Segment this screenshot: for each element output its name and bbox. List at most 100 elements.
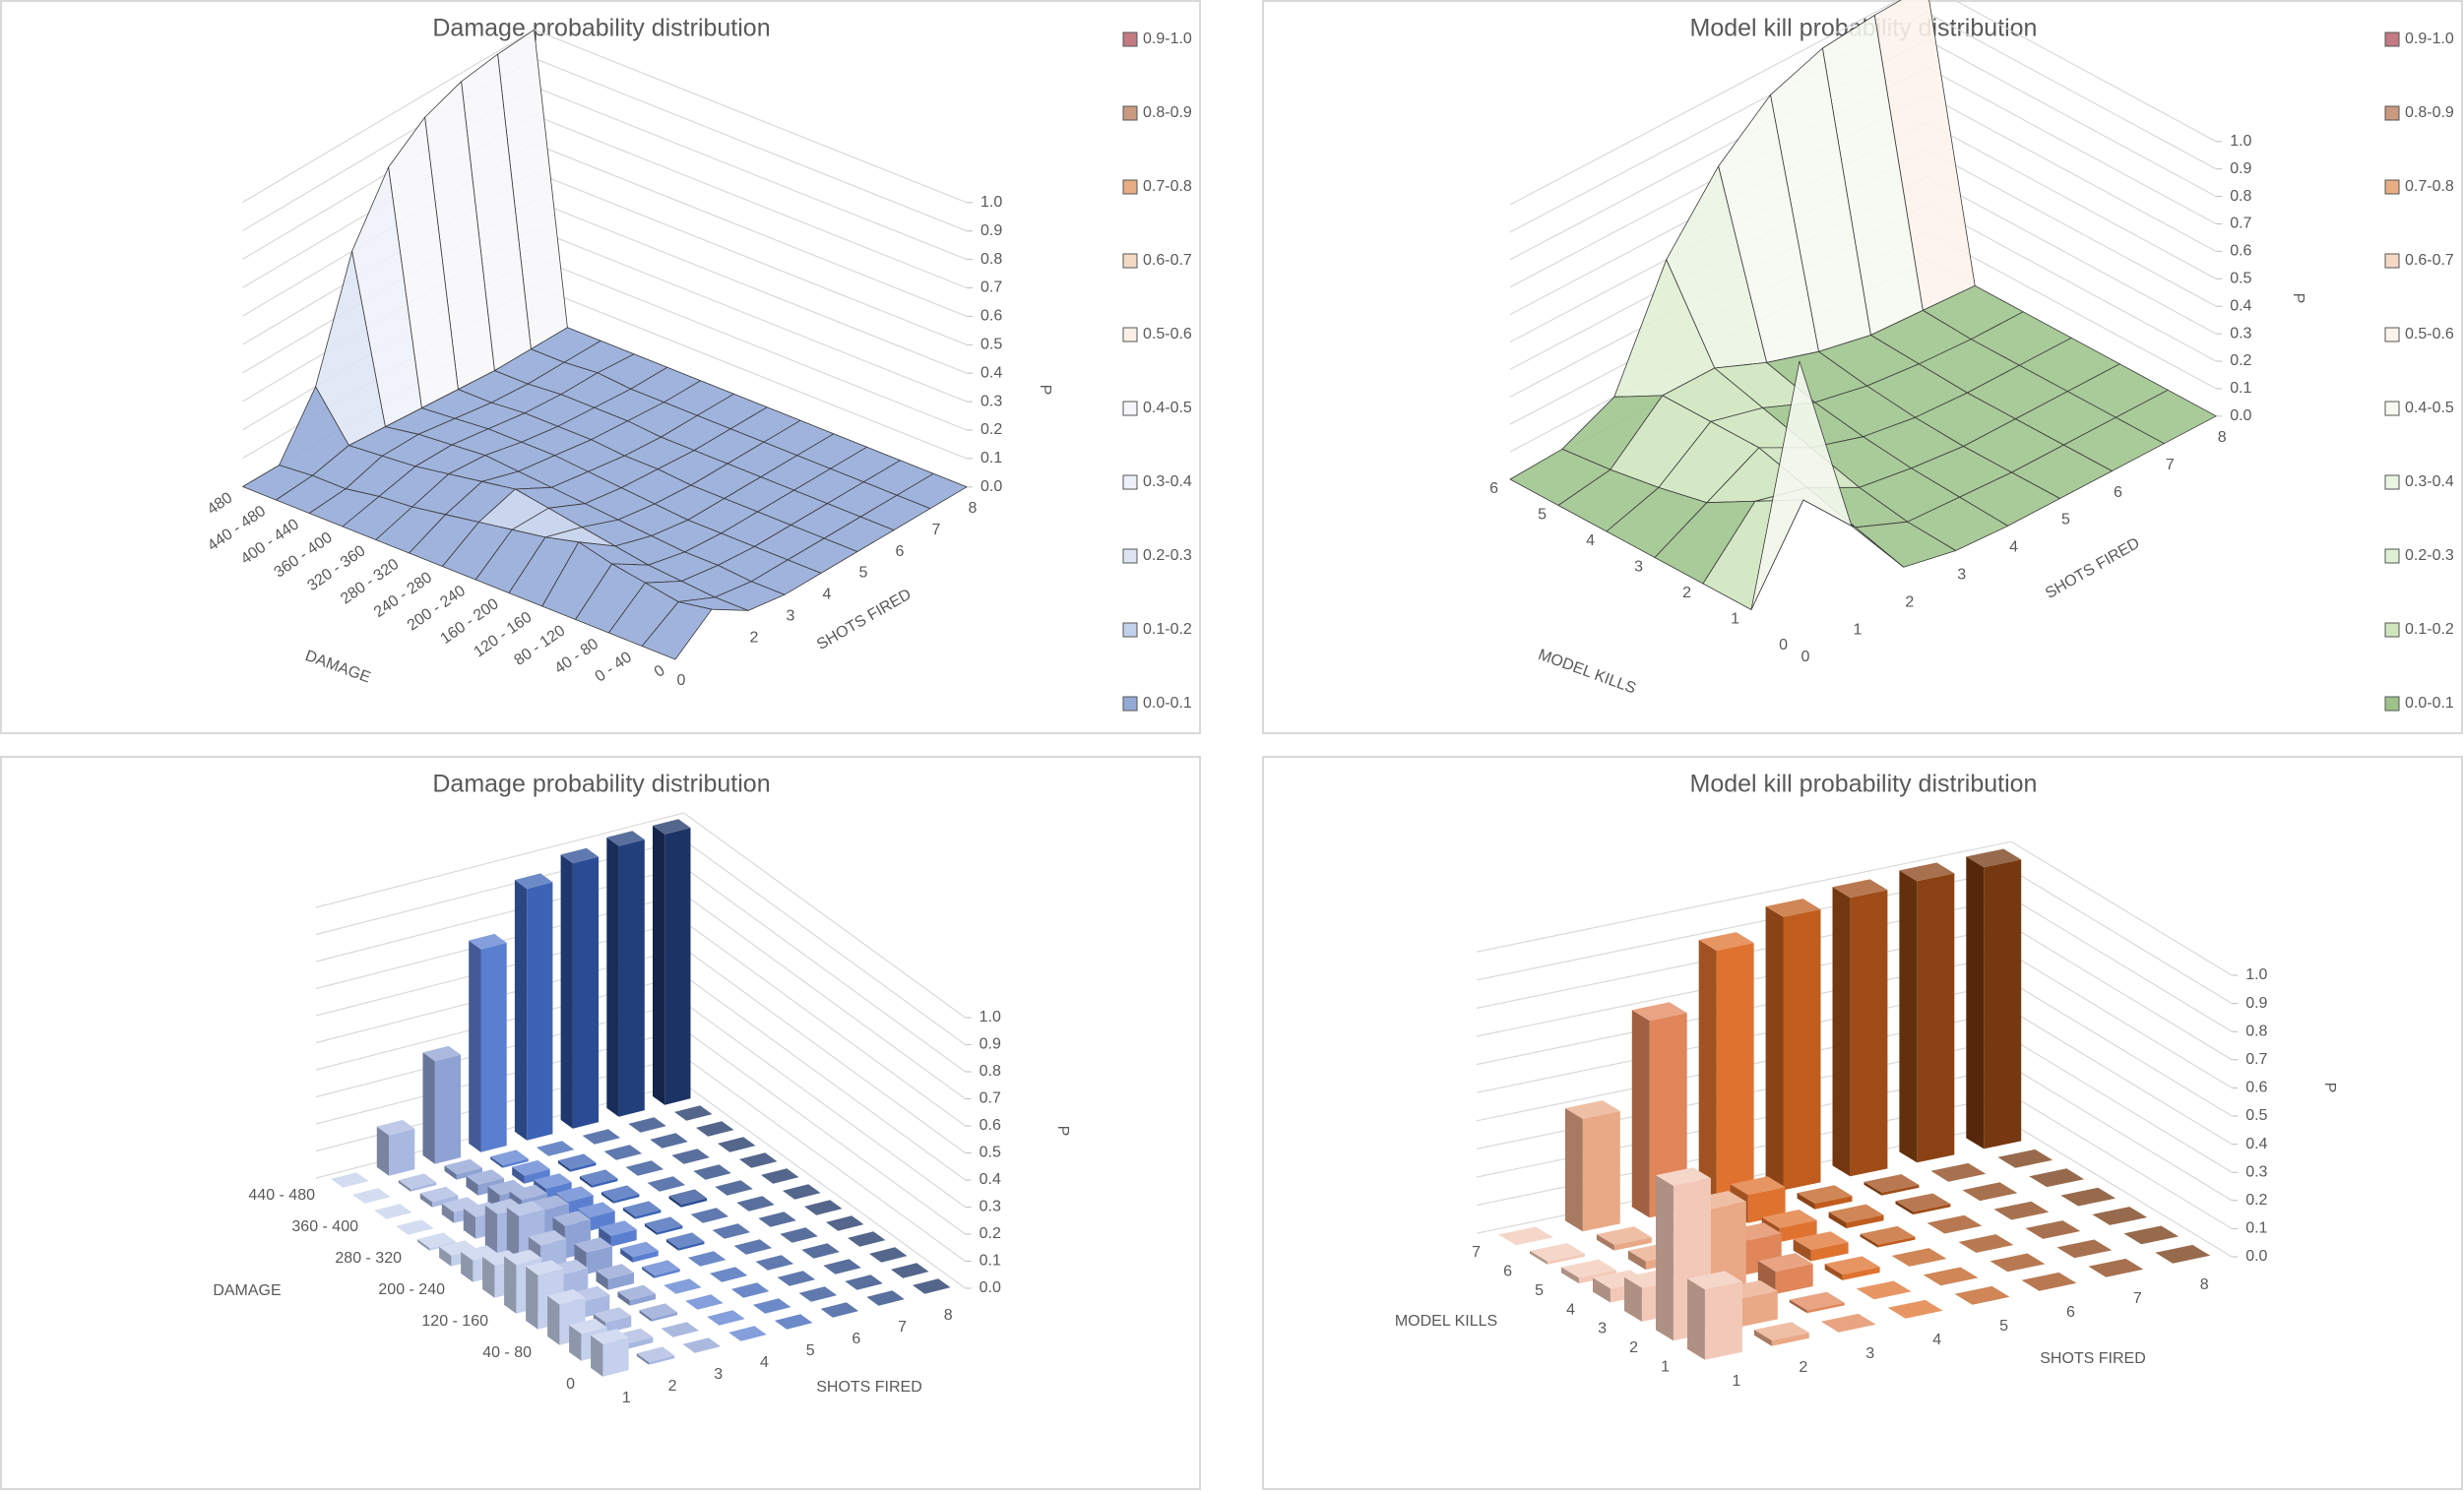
z-tick-label: 0.1 — [2245, 1220, 2267, 1237]
bar — [398, 1173, 437, 1192]
depth-tick-label: 0 — [1779, 637, 1788, 653]
bar — [685, 1294, 724, 1310]
bar-front — [502, 1158, 529, 1168]
bar-top — [374, 1204, 412, 1219]
bar-side — [419, 1193, 433, 1208]
z-tick-label: 0.9 — [2230, 160, 2251, 177]
chart-panel: Model kill probability distribution0.00.… — [1262, 0, 2463, 734]
x-tick-label: 1 — [1732, 1373, 1740, 1390]
bar-side — [606, 837, 619, 1117]
bar-side — [642, 1267, 655, 1278]
bar — [668, 1189, 708, 1208]
z-tick-label: 0.8 — [980, 251, 1002, 268]
z-tick-label: 0.0 — [2230, 407, 2251, 424]
bar — [752, 1298, 791, 1314]
bar-front — [1850, 890, 1888, 1177]
bar — [715, 1180, 753, 1196]
legend-label: 0.2-0.3 — [1143, 547, 1192, 564]
legend-label: 0.0-0.1 — [2405, 695, 2454, 712]
bar-side — [441, 1203, 455, 1223]
bar-top — [1761, 1210, 1817, 1228]
grid-line — [1476, 840, 2233, 976]
chart-panel: Damage probability distribution 0.0 0.1 0.2… — [0, 0, 1201, 734]
depth-tick-label: 280 - 320 — [335, 1250, 402, 1267]
bar-top — [845, 1274, 883, 1290]
z-tick-label: 0.4 — [980, 364, 1002, 381]
depth-tick-label: 440 - 480 — [248, 1187, 315, 1204]
bar-side — [599, 1226, 611, 1247]
legend-label: 0.1-0.2 — [1143, 621, 1192, 638]
bar-side — [1789, 1299, 1807, 1314]
depth-tick-label: 5 — [1535, 1282, 1544, 1299]
bar-top — [528, 1229, 567, 1246]
bar-top — [396, 1219, 434, 1235]
bar-side — [620, 1248, 633, 1263]
bar — [653, 819, 691, 1105]
bar — [693, 1164, 731, 1180]
bar-side — [1753, 1330, 1772, 1346]
bar-front — [572, 856, 600, 1129]
bar — [591, 1329, 629, 1377]
x-tick-label: 3 — [1865, 1345, 1874, 1362]
x-axis-title: SHOTS FIRED — [2040, 1350, 2146, 1367]
bar — [690, 1208, 729, 1223]
bar-top — [823, 1259, 861, 1274]
legend-label: 0.6-0.7 — [1143, 252, 1192, 269]
bar — [625, 1160, 664, 1176]
legend-swatch — [2384, 179, 2400, 195]
legend-swatch — [1122, 548, 1138, 564]
z-tick-label: 0.6 — [2230, 243, 2251, 260]
bar — [603, 1145, 643, 1160]
z-tick-label: 0.7 — [980, 280, 1002, 296]
legend-swatch — [2384, 327, 2400, 342]
bar — [600, 1185, 640, 1204]
bar — [1887, 1299, 1943, 1319]
z-axis-title: P — [1037, 385, 1053, 396]
bar — [1753, 1322, 1809, 1346]
bar-side — [1899, 870, 1918, 1163]
legend-label: 0.0-0.1 — [1143, 695, 1192, 712]
bar-side — [439, 1246, 452, 1267]
bar — [866, 1290, 905, 1306]
bar-top — [2155, 1244, 2211, 1264]
x-tick-label: 4 — [823, 587, 832, 603]
bar — [758, 1212, 796, 1227]
bar-front — [1877, 1236, 1916, 1248]
z-tick-label: 0.6 — [980, 308, 1002, 325]
x-tick-label: 1 — [622, 1390, 631, 1406]
bar — [606, 831, 645, 1117]
bar-front — [1842, 1267, 1880, 1280]
bar-side — [466, 1175, 478, 1196]
bar-top — [755, 1255, 794, 1271]
bar-top — [582, 1129, 621, 1145]
bar-side — [668, 1196, 681, 1208]
z-tick-label: 0.2 — [979, 1225, 1001, 1242]
bar — [733, 1239, 773, 1255]
bar-top — [506, 1201, 545, 1216]
bar-side — [653, 825, 665, 1105]
bar-side — [1656, 1175, 1674, 1341]
bar-side — [579, 1176, 593, 1188]
depth-tick-label: 7 — [1472, 1244, 1481, 1261]
bar — [579, 1169, 618, 1188]
legend-swatch — [1122, 31, 1138, 47]
bar-top — [1730, 1176, 1786, 1196]
bar-top — [2056, 1239, 2113, 1259]
bar-side — [617, 1291, 630, 1306]
bar-top — [417, 1232, 456, 1249]
legend-label: 0.7-0.8 — [2405, 178, 2454, 195]
chart-panel: Damage probability distribution 0.0 0.1 0.2… — [0, 756, 1201, 1490]
z-tick-label: 0.5 — [2245, 1107, 2267, 1124]
bar — [331, 1172, 369, 1188]
bar-front — [1582, 1111, 1620, 1232]
bar-top — [1923, 1267, 1979, 1286]
depth-tick-label: 3 — [1598, 1321, 1607, 1337]
z-tick-label: 0.5 — [980, 337, 1002, 353]
bar-top — [653, 819, 691, 835]
bar-top — [730, 1282, 770, 1298]
bar-top — [2025, 1220, 2081, 1239]
bar — [665, 1232, 705, 1251]
bar-top — [1927, 1214, 1983, 1234]
x-tick-label: 2 — [668, 1378, 677, 1395]
bar-side — [665, 1239, 679, 1251]
